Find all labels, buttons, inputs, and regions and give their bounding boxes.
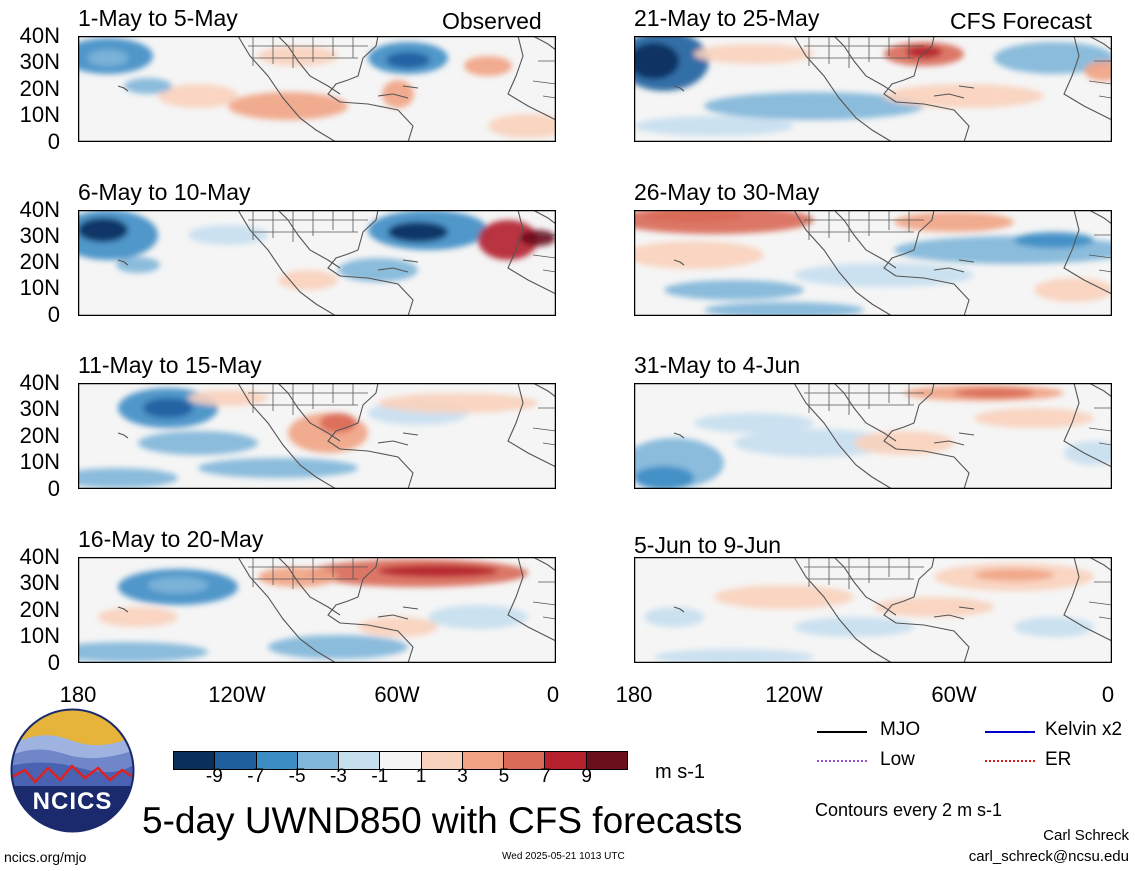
lat-label: 30N [19, 396, 60, 421]
panel-title-2: 6-May to 10-May [78, 179, 251, 205]
kelvin-line-swatch [985, 731, 1035, 733]
lat-label: 40N [19, 23, 60, 48]
colorbar-tick-label: -5 [288, 766, 306, 787]
colorbar-tick-label: -9 [205, 766, 223, 787]
lon-label: 0 [1101, 682, 1115, 707]
figure-title: 5-day UWND850 with CFS forecasts [142, 800, 743, 841]
colorbar-tick-label: -3 [330, 766, 347, 787]
colorbar-tick-label: 5 [498, 766, 510, 787]
map-panel [634, 557, 1112, 663]
colorbar-units: m s-1 [655, 761, 705, 783]
lat-label: 0 [47, 129, 60, 154]
colorbar-swatch [504, 752, 546, 769]
lat-label: 40N [19, 197, 60, 222]
panel-title-7: 31-May to 4-Jun [634, 352, 801, 378]
colorbar-swatch [256, 752, 298, 769]
colorbar-tick-label: 9 [581, 766, 592, 787]
colorbar-swatch [545, 752, 587, 769]
map-panel [634, 210, 1112, 316]
colorbar-tick-label: -1 [371, 766, 389, 787]
lat-label: 10N [19, 102, 60, 127]
forecast-tag: CFS Forecast [950, 8, 1092, 34]
colorbar-tick-label: 1 [415, 766, 427, 787]
lon-label: 120W [208, 682, 266, 707]
panel-title-8: 5-Jun to 9-Jun [634, 532, 782, 558]
lat-label: 10N [19, 449, 60, 474]
colorbar-swatch [586, 752, 627, 769]
colorbar-tick-label: 3 [457, 766, 468, 787]
map-panel [78, 383, 556, 489]
map-panel [634, 383, 1112, 489]
footer-url: ncics.org/mjo [4, 849, 87, 865]
lat-label: 0 [47, 302, 60, 327]
colorbar-swatch [174, 752, 216, 769]
anomaly-map [78, 210, 556, 316]
legend-er: ER [1045, 749, 1072, 770]
colorbar-swatch [215, 752, 257, 769]
colorbar-swatch [421, 752, 463, 769]
lat-label: 0 [47, 650, 60, 675]
er-line-swatch [985, 760, 1035, 762]
contours-note: Contours every 2 m s-1 [815, 800, 1003, 820]
legend-kelvin: Kelvin x2 [1045, 719, 1123, 740]
panel-title-3: 11-May to 15-May [78, 352, 262, 378]
lon-label: 180 [59, 682, 97, 707]
ncics-logo-icon [10, 708, 135, 833]
logo-text: NCICS [32, 788, 113, 815]
legend-low: Low [880, 749, 915, 770]
panel-title-1: 1-May to 5-May [78, 5, 238, 31]
panel-title-5: 21-May to 25-May [634, 5, 820, 31]
lat-label: 30N [19, 49, 60, 74]
colorbar-swatch [339, 752, 381, 769]
map-panel [78, 557, 556, 663]
lat-label: 30N [19, 570, 60, 595]
footer-timestamp: Wed 2025-05-21 1013 UTC [502, 851, 625, 862]
legend-mjo: MJO [880, 719, 921, 740]
colorbar-tick-label: 7 [539, 766, 551, 787]
lat-label: 30N [19, 223, 60, 248]
lon-label: 180 [615, 682, 653, 707]
low-line-swatch [817, 760, 867, 762]
lat-label: 0 [47, 476, 60, 501]
lon-label: 60W [931, 682, 977, 707]
map-panel [78, 210, 556, 316]
lon-label: 120W [765, 682, 823, 707]
colorbar-swatch [380, 752, 422, 769]
footer-author: Carl Schreck [1043, 827, 1129, 844]
map-panel [78, 36, 556, 142]
anomaly-map [78, 557, 556, 663]
lat-label: 10N [19, 623, 60, 648]
lon-label: 0 [546, 682, 560, 707]
panel-title-6: 26-May to 30-May [634, 179, 820, 205]
colorbar-swatches [173, 751, 628, 770]
anomaly-map [78, 383, 556, 489]
anomaly-map [78, 36, 556, 142]
lon-label: 60W [374, 682, 420, 707]
lat-label: 40N [19, 370, 60, 395]
lat-label: 10N [19, 275, 60, 300]
lat-label: 40N [19, 544, 60, 569]
lat-label: 20N [19, 249, 60, 274]
colorbar-tick-label: -7 [247, 766, 265, 787]
lat-label: 20N [19, 423, 60, 448]
anomaly-map [634, 557, 1112, 663]
map-panel [634, 36, 1112, 142]
colorbar-swatch [462, 752, 505, 769]
observed-tag: Observed [442, 8, 542, 34]
panel-title-4: 16-May to 20-May [78, 526, 264, 552]
colorbar-swatch [297, 752, 340, 769]
lat-label: 20N [19, 597, 60, 622]
anomaly-map [634, 383, 1112, 489]
anomaly-map [634, 36, 1112, 142]
mjo-line-swatch [817, 731, 867, 733]
anomaly-map [634, 210, 1112, 316]
ncics-logo: NCICS [10, 708, 135, 833]
lat-label: 20N [19, 76, 60, 101]
footer-email: carl_schreck@ncsu.edu [968, 848, 1129, 865]
